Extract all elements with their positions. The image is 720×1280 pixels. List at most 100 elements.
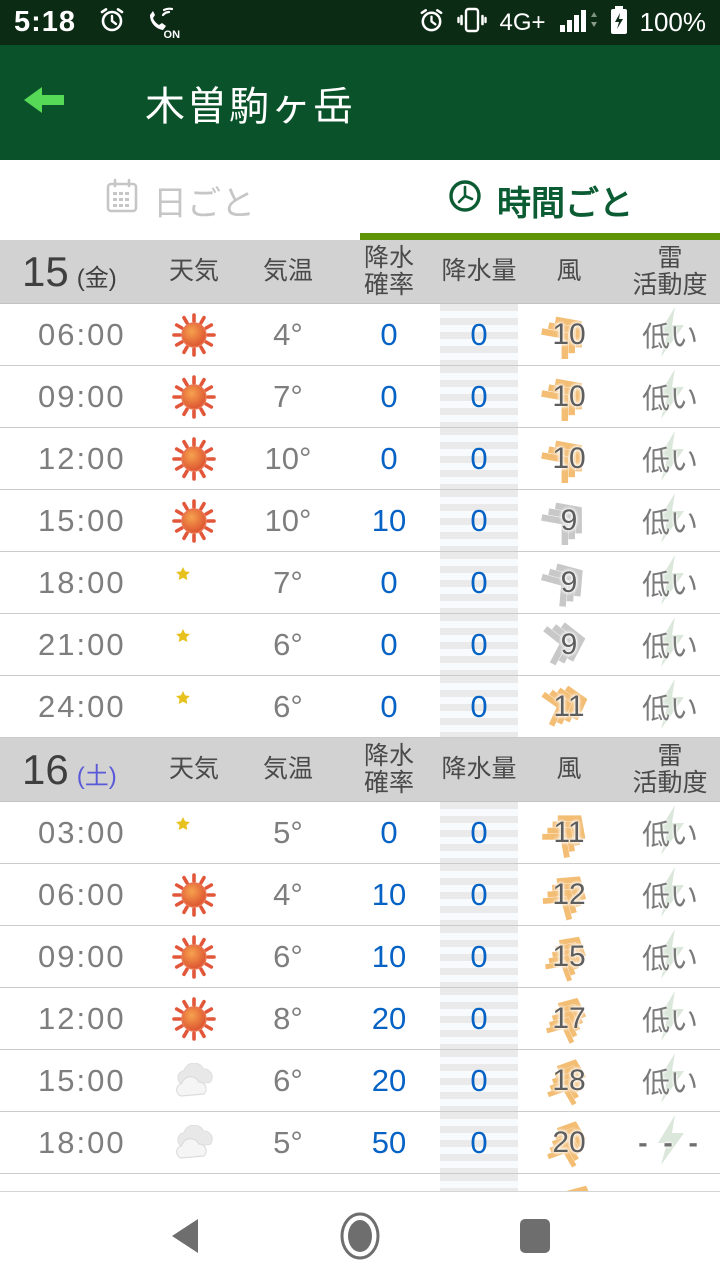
lightning-icon bbox=[653, 804, 687, 861]
precip-probability-value: 0 bbox=[380, 440, 398, 476]
time-label: 18:00 bbox=[38, 1124, 126, 1160]
lightning-icon bbox=[653, 678, 687, 735]
thunder-level-label: 低い bbox=[641, 382, 698, 414]
sunny-icon bbox=[150, 304, 238, 365]
forecast-row: 18:00 7° 0 0 9 低い bbox=[0, 552, 720, 614]
forecast-row: 15:00 6° 20 0 18 低い bbox=[0, 1050, 720, 1112]
wind-direction-icon bbox=[541, 306, 595, 363]
vibrate-icon bbox=[457, 6, 488, 39]
alarm-icon bbox=[98, 6, 126, 39]
thunder-level-label: 低い bbox=[641, 320, 698, 352]
tab-daily-label: 日ごと bbox=[153, 184, 255, 223]
temperature-value: 7° bbox=[273, 564, 303, 600]
wind-cell: 10 bbox=[518, 366, 620, 427]
clear-night-icon bbox=[150, 552, 238, 613]
lightning-icon bbox=[653, 866, 687, 923]
col-wind: 風 bbox=[556, 257, 582, 285]
cloudy-icon bbox=[150, 1050, 238, 1111]
nav-home-button[interactable] bbox=[338, 1212, 382, 1260]
wind-direction-icon bbox=[543, 1052, 595, 1109]
sunny-icon bbox=[150, 988, 238, 1049]
thunder-cell: 低い bbox=[620, 676, 720, 737]
wind-cell: 18 bbox=[518, 1050, 620, 1111]
date-label: 16 (土) bbox=[22, 745, 117, 793]
col-thunder: 雷 活動度 bbox=[632, 741, 708, 797]
lightning-icon bbox=[653, 928, 687, 985]
forecast-row: 06:00 4° 10 0 12 低い bbox=[0, 864, 720, 926]
precip-probability-value: 0 bbox=[380, 378, 398, 414]
lightning-icon bbox=[653, 1052, 687, 1109]
wind-speed-value: 10 bbox=[552, 441, 586, 475]
wind-cell: 10 bbox=[518, 428, 620, 489]
wind-icon bbox=[552, 1177, 604, 1191]
thunder-level-label: 低い bbox=[641, 568, 698, 600]
day-header-row: 16 (土) 天気 気温 降水 確率 降水量 風 雷 活動度 bbox=[0, 738, 720, 802]
wind-cell: 20 bbox=[518, 1112, 620, 1173]
tab-daily[interactable]: 日ごと bbox=[0, 160, 360, 240]
temperature-value: 4° bbox=[273, 316, 303, 352]
wind-direction-icon bbox=[542, 866, 595, 923]
precip-amount-value: 0 bbox=[440, 366, 518, 427]
lightning-icon bbox=[653, 430, 687, 487]
temperature-value: 10° bbox=[264, 502, 312, 538]
thunder-cell: 低い bbox=[620, 802, 720, 863]
time-label: 15:00 bbox=[38, 502, 126, 538]
precip-probability-value: 10 bbox=[371, 938, 407, 974]
wind-direction-icon bbox=[541, 492, 595, 549]
thunder-level-label: 低い bbox=[641, 1004, 698, 1036]
back-arrow-icon bbox=[20, 80, 68, 125]
temperature-value: 4° bbox=[273, 876, 303, 912]
precip-probability-value: 0 bbox=[380, 626, 398, 662]
date-label: 15 (金) bbox=[22, 247, 117, 295]
active-tab-indicator bbox=[360, 233, 720, 240]
col-precip-amount: 降水量 bbox=[441, 755, 517, 783]
precip-probability-value: 20 bbox=[371, 1000, 407, 1036]
wind-cell: 10 bbox=[518, 304, 620, 365]
sunny-icon bbox=[150, 366, 238, 427]
cloudy-icon bbox=[150, 1112, 238, 1173]
time-label: 03:00 bbox=[38, 814, 126, 850]
nav-back-button[interactable] bbox=[163, 1214, 207, 1258]
wind-direction-icon bbox=[543, 990, 595, 1047]
forecast-row: 15:00 10° 10 0 9 低い bbox=[0, 490, 720, 552]
wind-speed-value: 9 bbox=[560, 627, 578, 661]
sunny-icon bbox=[150, 864, 238, 925]
forecast-row: 09:00 6° 10 0 15 低い bbox=[0, 926, 720, 988]
col-weather: 天気 bbox=[168, 257, 219, 285]
clock-icon bbox=[447, 178, 483, 223]
thunder-cell: - - - bbox=[620, 1112, 720, 1173]
wind-speed-value: 12 bbox=[552, 877, 586, 911]
thunder-cell: 低い bbox=[620, 490, 720, 551]
precip-amount-value: 0 bbox=[440, 676, 518, 737]
precip-amount-value: 0 bbox=[440, 552, 518, 613]
time-label: 21:00 bbox=[38, 626, 126, 662]
col-temp: 気温 bbox=[262, 755, 313, 783]
col-precip-amount: 降水量 bbox=[441, 257, 517, 285]
day-header-row: 15 (金) 天気 気温 降水 確率 降水量 風 雷 活動度 bbox=[0, 240, 720, 304]
battery-icon bbox=[610, 5, 628, 40]
partial-row bbox=[0, 1174, 720, 1192]
col-thunder: 雷 活動度 bbox=[632, 243, 708, 299]
back-button[interactable] bbox=[20, 68, 90, 138]
forecast-row: 12:00 8° 20 0 17 低い bbox=[0, 988, 720, 1050]
wind-cell: 9 bbox=[518, 552, 620, 613]
precip-amount-value: 0 bbox=[440, 1112, 518, 1173]
col-weather: 天気 bbox=[168, 755, 219, 783]
lightning-icon bbox=[653, 306, 687, 363]
thunder-cell: 低い bbox=[620, 552, 720, 613]
wind-direction-icon bbox=[541, 430, 595, 487]
wind-cell: 11 bbox=[518, 676, 620, 737]
clock-time: 5:18 bbox=[14, 6, 77, 38]
thunder-cell: 低い bbox=[620, 366, 720, 427]
clear-night-icon bbox=[150, 676, 238, 737]
tab-hourly[interactable]: 時間ごと bbox=[360, 160, 720, 240]
time-label: 09:00 bbox=[38, 938, 126, 974]
sunny-icon bbox=[150, 926, 238, 987]
nav-recents-button[interactable] bbox=[513, 1214, 557, 1258]
precip-amount-value: 0 bbox=[440, 428, 518, 489]
precip-probability-value: 20 bbox=[371, 1062, 407, 1098]
col-temp: 気温 bbox=[262, 257, 313, 285]
col-precip-prob: 降水 確率 bbox=[363, 243, 414, 299]
precip-probability-value: 0 bbox=[380, 564, 398, 600]
wind-speed-value: 9 bbox=[560, 565, 578, 599]
